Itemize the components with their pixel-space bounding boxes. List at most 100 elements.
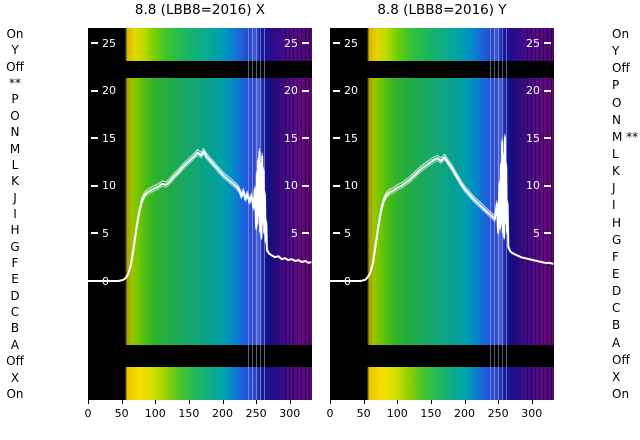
tick-mark — [91, 184, 98, 187]
x-tick-mark — [430, 400, 432, 404]
x-tick-label: 300 — [521, 407, 543, 420]
row-label: P — [11, 92, 19, 107]
y-tick-label: 10 — [333, 178, 358, 194]
tick-mark — [544, 184, 551, 187]
y-tick-value: 10 — [102, 179, 116, 193]
y-tick-label: 10 — [284, 178, 309, 194]
y-tick-value: 5 — [344, 226, 351, 240]
row-label: X — [612, 369, 621, 384]
y-tick-value: 15 — [102, 131, 116, 145]
row-label: F — [11, 256, 19, 271]
row-label: P — [612, 78, 620, 93]
row-label: A — [612, 335, 621, 350]
heatmap-strip-bottom-band — [88, 367, 312, 400]
tick-mark — [91, 232, 98, 235]
x-tick-mark — [155, 400, 157, 404]
row-label: M ** — [612, 129, 639, 144]
x-tick-mark — [121, 400, 123, 404]
row-label: Y — [612, 44, 620, 59]
y-tick-value: 5 — [533, 226, 540, 240]
y-tick-label: 20 — [333, 83, 358, 99]
row-label: On — [612, 27, 630, 41]
row-label: On — [6, 27, 24, 41]
y-tick-value: 25 — [102, 36, 116, 50]
row-label: Off — [612, 352, 630, 367]
y-tick-label: 15 — [526, 130, 551, 146]
row-label: I — [13, 206, 17, 221]
y-tick-value: 20 — [284, 84, 298, 98]
tick-mark — [333, 280, 340, 282]
row-label: X — [10, 370, 20, 385]
y-tick-label: 25 — [526, 35, 551, 51]
heatmap-strip-main — [88, 78, 312, 346]
x-tick-label: 250 — [487, 407, 509, 420]
y-tick-label: 5 — [91, 225, 109, 241]
x-tick-mark — [88, 400, 89, 404]
x-tick-label: 200 — [454, 407, 476, 420]
x-tick-label: 200 — [212, 407, 234, 420]
row-label: C — [612, 301, 621, 316]
y-tick-label: 0 — [91, 273, 109, 289]
row-label: O — [612, 95, 622, 110]
row-label: ** — [9, 76, 21, 91]
row-label: Y — [11, 43, 19, 58]
y-tick-label: 0 — [333, 273, 351, 289]
row-labels-right: On Y Off P O N M ** L K J I H G F E D C B A Off X On — [610, 28, 640, 400]
x-tick-mark — [188, 400, 190, 404]
row-label: G — [612, 232, 622, 247]
tick-mark — [302, 42, 309, 44]
tick-mark — [91, 42, 98, 44]
row-label: E — [11, 272, 19, 287]
y-tick-label: 10 — [526, 178, 551, 194]
tick-mark — [302, 89, 309, 92]
tick-mark — [302, 184, 309, 187]
panel-x-plot-area: 25 20 15 10 5 0 25 20 15 10 5 — [88, 28, 312, 400]
row-label: L — [612, 146, 619, 161]
heatmap-strip-top-band — [88, 28, 312, 62]
x-tick-label: 100 — [144, 407, 166, 420]
x-tick-label: 250 — [245, 407, 267, 420]
row-label: C — [10, 305, 20, 320]
row-label: On — [6, 386, 24, 401]
tick-mark — [333, 89, 340, 92]
panel-x-title: 8.8 (LBB8=2016) X — [134, 2, 266, 18]
tick-mark — [91, 89, 98, 92]
y-tick-label: 20 — [284, 83, 309, 99]
y-tick-value: 25 — [284, 36, 298, 50]
y-tick-label: 25 — [284, 35, 309, 51]
tick-mark — [333, 184, 340, 187]
tick-mark — [544, 232, 551, 235]
row-label: O — [10, 108, 20, 123]
y-tick-value: 20 — [344, 84, 358, 98]
row-label: B — [10, 321, 20, 336]
y-tick-label: 5 — [291, 225, 309, 241]
tick-mark — [544, 137, 551, 140]
y-tick-label: 5 — [333, 225, 351, 241]
y-tick-label: 10 — [91, 178, 116, 194]
y-tick-value: 10 — [526, 179, 540, 193]
y-tick-label: 15 — [333, 130, 358, 146]
x-tick-label: 0 — [84, 407, 92, 420]
y-tick-label: 5 — [533, 225, 551, 241]
x-tick-label: 50 — [114, 407, 129, 420]
y-tick-value: 15 — [526, 131, 540, 145]
row-label: E — [612, 266, 620, 281]
y-tick-label: 15 — [91, 130, 116, 146]
row-label: I — [612, 198, 616, 213]
x-tick-mark — [330, 400, 331, 404]
y-tick-value: 10 — [284, 179, 298, 193]
tick-mark — [544, 89, 551, 92]
row-label: G — [10, 239, 20, 254]
y-tick-value: 25 — [526, 36, 540, 50]
y-tick-label: 20 — [526, 83, 551, 99]
trace-line — [130, 147, 268, 261]
row-label: D — [10, 288, 20, 303]
y-tick-label: 20 — [91, 83, 116, 99]
x-tick-label: 300 — [279, 407, 301, 420]
x-tick-mark — [289, 400, 291, 404]
heatmap-strip-top-band — [330, 28, 554, 62]
tick-mark — [302, 232, 309, 235]
panel-y-plot-area: 25 20 15 10 5 0 25 20 15 10 5 — [330, 28, 554, 400]
